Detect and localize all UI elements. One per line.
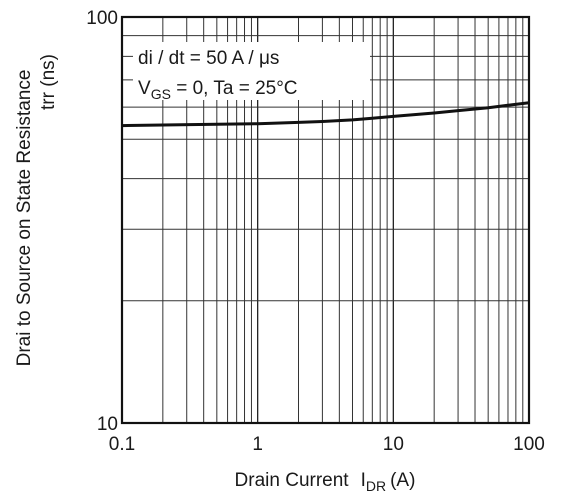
x-tick-label: 100 <box>513 434 545 455</box>
plot-frame <box>120 15 531 425</box>
y-tick-label: 100 <box>86 8 118 29</box>
series-layer <box>121 101 530 128</box>
y-axis-label-unit: trr (ns) <box>38 54 59 110</box>
x-axis-label: Drain Current IDR (A) <box>235 470 416 494</box>
tick-labels: 0.1 1 10 100 10 100 <box>86 8 545 455</box>
annotation-conditions: VGS = 0, Ta = 25°C <box>138 78 298 102</box>
x-tick-label: 0.1 <box>109 434 135 455</box>
annotation-box <box>133 42 370 100</box>
y-tick-label: 10 <box>97 414 118 435</box>
x-tick-label: 1 <box>252 434 263 455</box>
series-line <box>121 101 530 128</box>
annotation-didt: di / dt = 50 A / μs <box>138 48 279 69</box>
y-axis-label: Drai to Source on State Resistance <box>14 70 35 367</box>
x-tick-label: 10 <box>383 434 404 455</box>
